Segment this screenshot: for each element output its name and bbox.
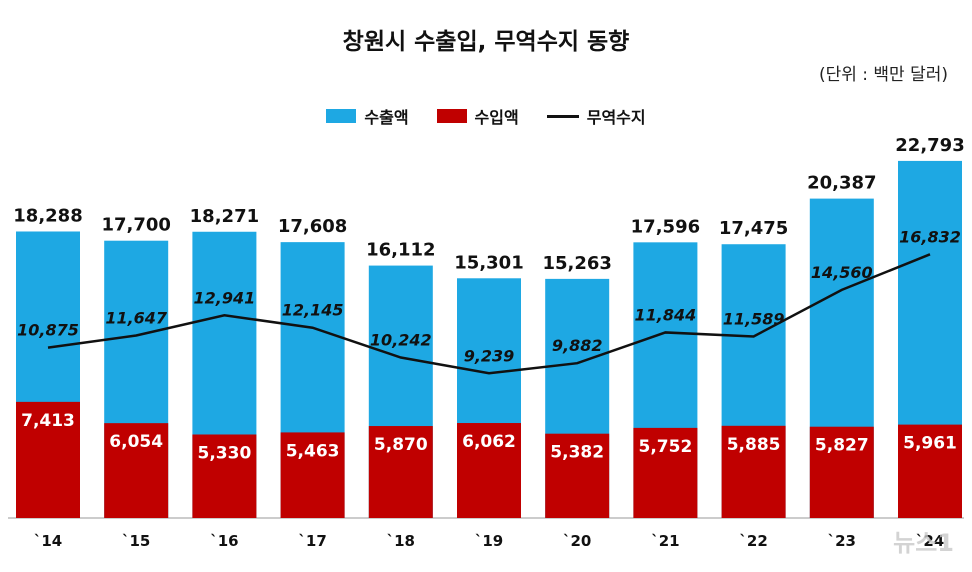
legend: 수출액 수입액 무역수지 xyxy=(0,104,972,128)
legend-label-import: 수입액 xyxy=(474,108,519,127)
balance-value-label: 9,239 xyxy=(464,346,515,365)
import-value-label: 5,827 xyxy=(815,436,869,456)
balance-value-label: 12,941 xyxy=(194,288,256,307)
import-bar xyxy=(16,401,80,518)
x-tick-label: `16 xyxy=(210,532,238,550)
import-value-label: 5,752 xyxy=(639,437,693,457)
import-bar xyxy=(192,434,257,518)
x-tick-label: `15 xyxy=(122,532,150,550)
x-tick-label: `14 xyxy=(34,532,62,550)
export-value-label: 18,288 xyxy=(13,205,82,226)
export-value-label: 17,608 xyxy=(278,216,347,237)
x-tick-label: `21 xyxy=(651,532,679,550)
legend-swatch-export xyxy=(326,109,357,123)
x-tick-label: `17 xyxy=(298,532,326,550)
import-bar xyxy=(368,426,433,518)
watermark-logo: 뉴스1 xyxy=(893,529,954,557)
balance-value-label: 16,832 xyxy=(899,227,961,246)
balance-value-label: 12,145 xyxy=(282,301,344,320)
balance-value-label: 11,647 xyxy=(105,309,168,328)
balance-value-label: 9,882 xyxy=(552,336,603,355)
balance-value-label: 14,560 xyxy=(811,263,873,282)
import-bar xyxy=(280,432,345,518)
legend-label-balance: 무역수지 xyxy=(586,108,646,127)
legend-item-balance: 무역수지 xyxy=(546,104,646,128)
import-value-label: 6,054 xyxy=(109,432,163,452)
import-bar xyxy=(898,424,962,518)
import-value-label: 5,382 xyxy=(550,443,604,463)
import-bar xyxy=(104,423,169,518)
unit-note: (단위 : 백만 달러) xyxy=(818,65,948,85)
import-bar xyxy=(809,426,874,518)
import-value-label: 5,870 xyxy=(374,435,428,455)
legend-item-import: 수입액 xyxy=(436,104,519,128)
x-tick-label: `23 xyxy=(828,532,856,550)
balance-line xyxy=(47,253,931,375)
export-value-label: 20,387 xyxy=(807,173,876,194)
import-bar xyxy=(633,427,698,518)
import-bar xyxy=(721,425,786,518)
export-value-label: 16,112 xyxy=(366,240,435,261)
import-value-label: 5,961 xyxy=(903,434,957,454)
balance-value-label: 10,242 xyxy=(370,331,432,350)
x-tick-label: `20 xyxy=(563,532,591,550)
legend-swatch-balance xyxy=(546,114,579,118)
export-value-label: 17,475 xyxy=(719,218,788,239)
import-bar xyxy=(545,433,610,518)
legend-swatch-import xyxy=(436,109,467,123)
balance-value-label: 11,844 xyxy=(635,305,697,324)
export-value-label: 15,263 xyxy=(542,253,611,274)
balance-value-label: 11,589 xyxy=(723,309,785,328)
import-value-label: 7,413 xyxy=(21,411,75,431)
x-tick-label: `24 xyxy=(916,532,944,550)
export-value-label: 18,271 xyxy=(190,206,259,227)
export-value-label: 22,793 xyxy=(895,135,964,156)
import-value-label: 5,330 xyxy=(198,443,252,463)
legend-item-export: 수출액 xyxy=(326,104,409,128)
import-value-label: 6,062 xyxy=(462,432,516,452)
export-value-label: 15,301 xyxy=(454,252,523,273)
x-tick-label: `18 xyxy=(387,532,415,550)
export-value-label: 17,700 xyxy=(101,215,170,236)
x-tick-label: `22 xyxy=(739,532,767,550)
import-value-label: 5,885 xyxy=(727,435,781,455)
import-value-label: 5,463 xyxy=(286,441,340,461)
x-tick-label: `19 xyxy=(475,532,503,550)
import-bar xyxy=(457,423,521,518)
balance-value-label: 10,875 xyxy=(17,321,79,340)
legend-label-export: 수출액 xyxy=(364,108,409,127)
chart-title: 창원시 수출입, 무역수지 동향 xyxy=(342,29,630,55)
export-value-label: 17,596 xyxy=(631,216,700,237)
